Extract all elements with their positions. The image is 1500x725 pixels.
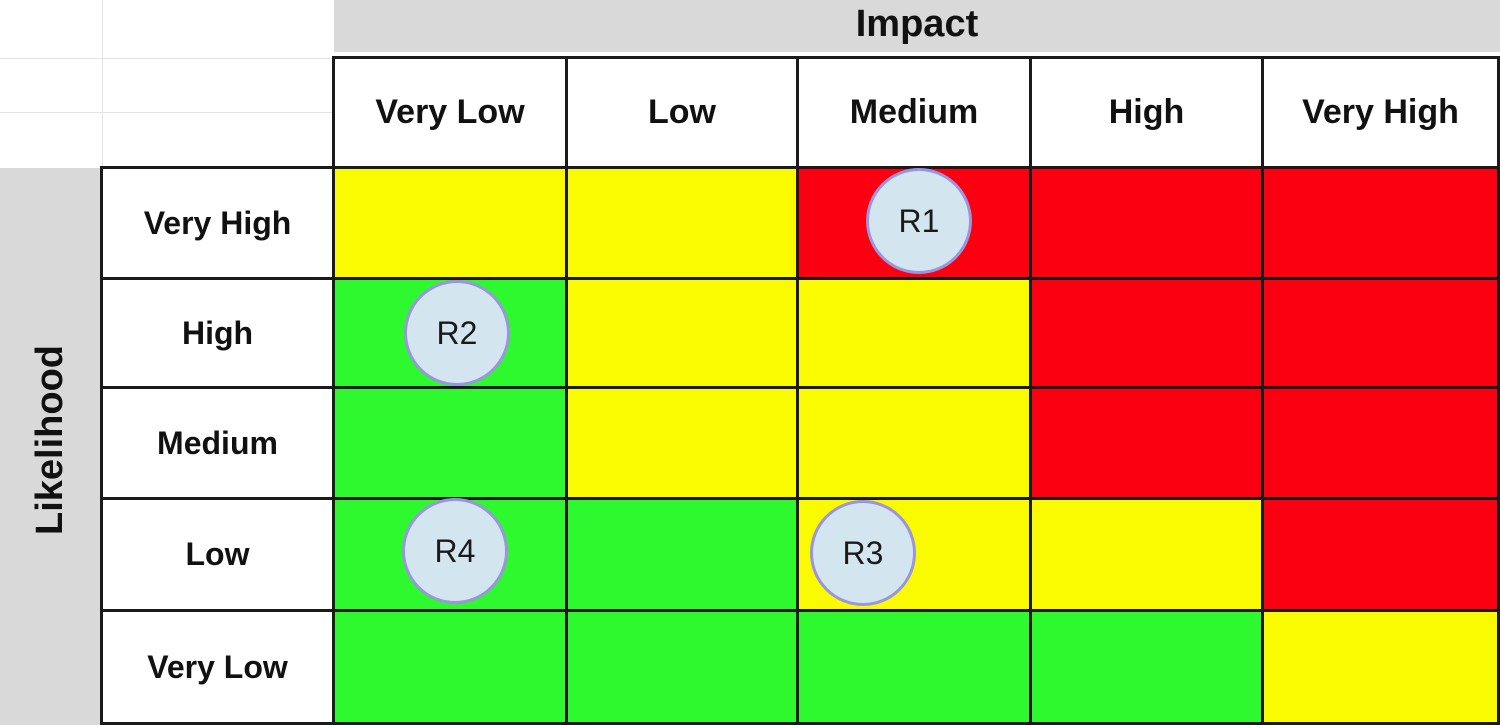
- sheet-gridline: [102, 0, 103, 168]
- likelihood-header-low: Low: [100, 497, 335, 612]
- likelihood-header-high: High: [100, 277, 335, 389]
- impact-header-high: High: [1029, 56, 1264, 169]
- risk-marker-r4: R4: [402, 498, 508, 604]
- risk-cell: [332, 166, 568, 280]
- risk-cell: [565, 277, 799, 389]
- risk-marker-r1: R1: [866, 168, 972, 274]
- risk-cell: [1029, 609, 1264, 725]
- risk-cell: [1261, 166, 1500, 280]
- risk-cell: [565, 497, 799, 612]
- likelihood-axis-title: Likelihood: [28, 345, 71, 535]
- likelihood-header-band: [0, 168, 102, 725]
- risk-cell: [565, 609, 799, 725]
- risk-cell: [565, 386, 799, 500]
- risk-cell: [1029, 386, 1264, 500]
- risk-cell: [1029, 277, 1264, 389]
- risk-cell: [1261, 277, 1500, 389]
- risk-cell: [1029, 497, 1264, 612]
- risk-marker-r3: R3: [810, 500, 916, 606]
- likelihood-header-very-high: Very High: [100, 166, 335, 280]
- risk-cell: [1261, 497, 1500, 612]
- likelihood-header-very-low: Very Low: [100, 609, 335, 725]
- risk-cell: [796, 386, 1032, 500]
- risk-cell: [1029, 166, 1264, 280]
- impact-header-medium: Medium: [796, 56, 1032, 169]
- risk-cell: [796, 277, 1032, 389]
- risk-cell: [565, 166, 799, 280]
- likelihood-header-medium: Medium: [100, 386, 335, 500]
- impact-header-very-low: Very Low: [332, 56, 568, 169]
- risk-cell: [796, 609, 1032, 725]
- impact-header-band: [334, 0, 1500, 52]
- risk-marker-r2: R2: [404, 280, 510, 386]
- impact-header-low: Low: [565, 56, 799, 169]
- sheet-gridline: [0, 112, 334, 113]
- sheet-gridline: [0, 58, 334, 59]
- impact-axis-title: Impact: [855, 2, 979, 45]
- impact-header-very-high: Very High: [1261, 56, 1500, 169]
- risk-cell: [1261, 386, 1500, 500]
- risk-cell: [1261, 609, 1500, 725]
- risk-cell: [332, 609, 568, 725]
- risk-cell: [332, 386, 568, 500]
